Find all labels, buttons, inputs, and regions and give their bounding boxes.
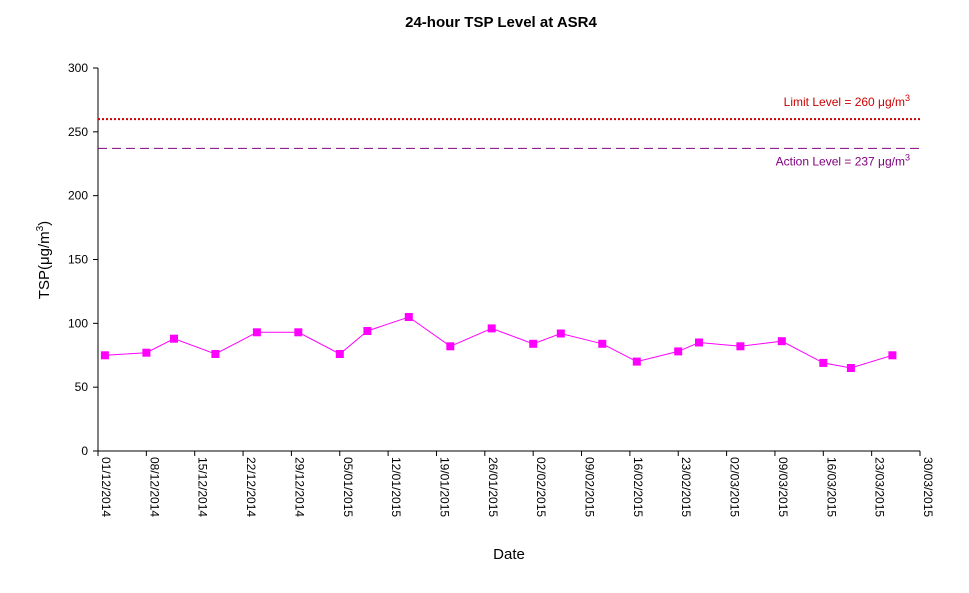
ref-label-text: Action Level = 237 μg/m bbox=[776, 154, 905, 168]
x-tick-label: 29/12/2014 bbox=[292, 457, 306, 517]
x-tick-label: 01/12/2014 bbox=[99, 457, 113, 517]
y-tick-label: 0 bbox=[81, 444, 88, 458]
data-point bbox=[632, 357, 641, 366]
ref-label-text: Limit Level = 260 μg/m bbox=[784, 95, 905, 109]
y-tick-label: 250 bbox=[68, 125, 88, 139]
data-point bbox=[819, 358, 828, 367]
y-axis-label-unit: μg/m bbox=[36, 231, 53, 265]
data-point bbox=[446, 342, 455, 351]
data-point bbox=[695, 338, 703, 347]
x-tick-label: 09/02/2015 bbox=[583, 457, 597, 517]
x-tick-label: 16/02/2015 bbox=[631, 457, 645, 517]
x-tick-label: 09/03/2015 bbox=[776, 457, 790, 517]
x-axis-ticks: 01/12/2014 08/12/2014 15/12/2014 22/12/2014… bbox=[97, 451, 935, 517]
data-point bbox=[252, 328, 261, 337]
ref-label-sup: 3 bbox=[905, 93, 910, 103]
y-axis-label-unit-sup: 3 bbox=[35, 225, 46, 231]
data-point bbox=[170, 334, 178, 343]
data-point bbox=[335, 350, 344, 358]
data-point bbox=[736, 342, 745, 351]
action-level-label: Action Level = 237 μg/m3 bbox=[776, 152, 910, 168]
x-tick-label: 02/03/2015 bbox=[728, 457, 742, 517]
data-point bbox=[777, 337, 786, 346]
data-point bbox=[846, 364, 855, 372]
x-tick-label: 23/02/2015 bbox=[679, 457, 693, 517]
limit-level-label: Limit Level = 260 μg/m3 bbox=[784, 93, 910, 109]
y-tick-label: 100 bbox=[68, 316, 88, 330]
x-tick-label: 15/12/2014 bbox=[196, 457, 210, 517]
data-point bbox=[211, 350, 220, 358]
x-tick-label: 19/01/2015 bbox=[437, 457, 451, 517]
x-tick-label: 16/03/2015 bbox=[824, 457, 838, 517]
data-point bbox=[363, 327, 372, 335]
y-axis-label-suffix: ) bbox=[36, 221, 53, 226]
y-tick-label: 200 bbox=[68, 189, 88, 203]
x-tick-label: 02/02/2015 bbox=[534, 457, 548, 517]
x-tick-label: 26/01/2015 bbox=[486, 457, 500, 517]
data-point bbox=[598, 339, 607, 348]
y-tick-label: 150 bbox=[68, 253, 88, 267]
y-axis-label-prefix: TSP( bbox=[36, 265, 53, 299]
data-point bbox=[888, 351, 897, 360]
data-point bbox=[100, 351, 109, 360]
data-point bbox=[674, 347, 683, 356]
x-tick-label: 05/01/2015 bbox=[341, 457, 355, 517]
y-axis-ticks: 0 50 100 150 200 250 300 bbox=[68, 61, 98, 458]
x-tick-label: 23/03/2015 bbox=[873, 457, 887, 517]
series-layer bbox=[100, 313, 897, 372]
x-tick-label: 22/12/2014 bbox=[244, 457, 258, 517]
data-point bbox=[142, 348, 151, 357]
data-point bbox=[487, 324, 496, 333]
y-tick-label: 300 bbox=[68, 61, 88, 75]
data-point bbox=[529, 339, 538, 348]
series-line bbox=[104, 316, 893, 369]
x-axis-label: Date bbox=[493, 546, 525, 563]
x-tick-label: 12/01/2015 bbox=[389, 457, 403, 517]
ref-label-sup: 3 bbox=[905, 152, 910, 162]
x-tick-label: 08/12/2014 bbox=[147, 457, 161, 517]
y-axis-label: TSP(μg/m3) bbox=[35, 221, 53, 299]
data-point bbox=[294, 328, 303, 337]
x-tick-label: 30/03/2015 bbox=[921, 457, 935, 517]
y-tick-label: 50 bbox=[75, 380, 89, 394]
chart-title: 24-hour TSP Level at ASR4 bbox=[405, 14, 597, 31]
plot-area bbox=[97, 68, 920, 452]
data-point bbox=[404, 313, 413, 321]
data-point bbox=[556, 329, 565, 338]
